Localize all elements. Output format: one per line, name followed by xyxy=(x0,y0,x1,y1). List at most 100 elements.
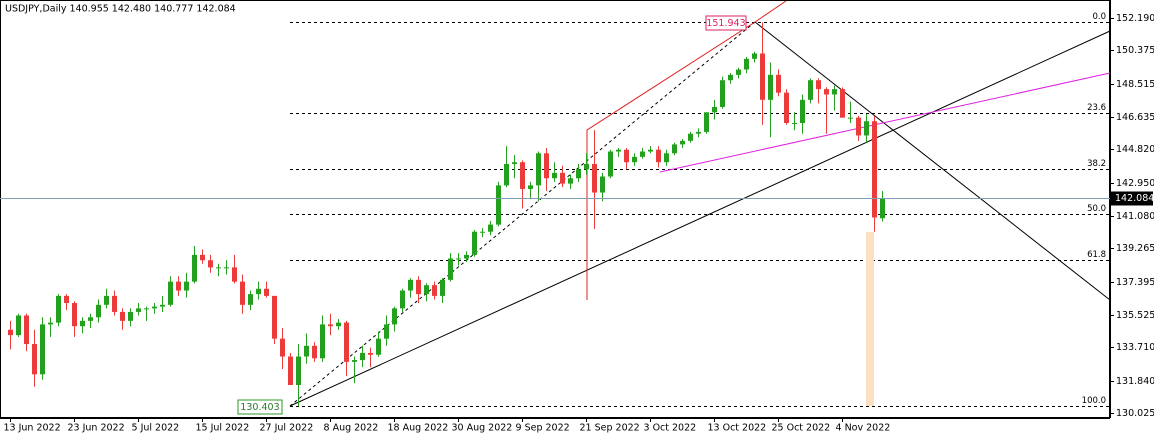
candle-body xyxy=(640,151,645,157)
y-tick-label: 150.375 xyxy=(1116,45,1154,56)
candle-body xyxy=(720,80,725,107)
candle-body xyxy=(880,198,885,219)
candle-body xyxy=(304,345,309,357)
y-tick-label: 146.635 xyxy=(1116,112,1154,123)
candle-body xyxy=(464,254,469,259)
candle-body xyxy=(792,122,797,124)
candle-body xyxy=(408,279,413,291)
x-tick-label: 18 Aug 2022 xyxy=(388,423,449,434)
candle-body xyxy=(128,311,133,321)
trendline xyxy=(289,30,1111,407)
candle-body xyxy=(824,89,829,95)
candle-body xyxy=(704,112,709,132)
candle-body xyxy=(104,295,109,305)
candle-body xyxy=(224,267,229,269)
candle-body xyxy=(656,149,661,163)
candle-body xyxy=(280,338,285,357)
y-tick-label: 144.820 xyxy=(1116,144,1154,155)
plot-frame xyxy=(0,0,1110,418)
x-tick-label: 15 Jul 2022 xyxy=(196,423,250,434)
candle-body xyxy=(544,153,549,179)
candle-body xyxy=(712,106,717,113)
highlight-bar xyxy=(866,232,874,406)
candle-body xyxy=(272,295,277,339)
candle-body xyxy=(512,162,517,164)
candle-body xyxy=(528,185,533,189)
x-tick-label: 27 Jul 2022 xyxy=(260,423,314,434)
trendline xyxy=(754,21,1111,301)
candle-body xyxy=(488,224,493,232)
y-tick-label: 130.025 xyxy=(1116,408,1154,419)
price-tag-label: 142.084 xyxy=(1115,193,1154,204)
candle-body xyxy=(216,267,221,269)
candle-body xyxy=(504,163,509,186)
candle-body xyxy=(352,360,357,362)
candle-body xyxy=(64,295,69,304)
candle-body xyxy=(864,121,869,136)
x-tick-label: 5 Jul 2022 xyxy=(132,423,180,434)
candle-body xyxy=(40,324,45,375)
candle-body xyxy=(784,92,789,123)
candle-body xyxy=(168,281,173,305)
trendline xyxy=(659,72,1111,173)
candle-body xyxy=(832,89,837,95)
candle-body xyxy=(24,315,29,345)
candle-body xyxy=(768,74,773,100)
candle-body xyxy=(96,304,101,318)
fib-levels: 0.0 23.6 38.2 50.0 61.8 100.0 xyxy=(290,12,1110,407)
candle-body xyxy=(48,322,53,325)
chart-title: USDJPY,Daily 140.955 142.480 140.777 142… xyxy=(5,4,236,15)
candle-body xyxy=(536,153,541,186)
candle-body xyxy=(848,117,853,119)
fib-label: 61.8 xyxy=(1087,250,1106,260)
candle-body xyxy=(232,267,237,282)
candle-body xyxy=(360,352,365,361)
candle-body xyxy=(672,144,677,154)
price-tag xyxy=(1111,191,1153,206)
x-tick-label: 4 Nov 2022 xyxy=(836,423,891,434)
candle-body xyxy=(624,149,629,163)
candle-body xyxy=(192,254,197,282)
fib-label: 38.2 xyxy=(1087,159,1106,169)
fib-label: 50.0 xyxy=(1087,204,1106,214)
candle-body xyxy=(592,163,597,193)
candle-body xyxy=(328,324,333,327)
candle-body xyxy=(368,352,373,355)
candle-body xyxy=(600,176,605,193)
candle-body xyxy=(80,320,85,327)
candle-body xyxy=(256,288,261,295)
fib-low-label: 130.403 xyxy=(240,402,279,413)
x-tick-label: 8 Aug 2022 xyxy=(324,423,379,434)
candle-body xyxy=(496,185,501,225)
candle-body xyxy=(400,290,405,309)
candle-body xyxy=(312,345,317,359)
candle-body xyxy=(696,131,701,134)
candle-body xyxy=(576,169,581,179)
candle-body xyxy=(840,89,845,118)
candle-body xyxy=(760,53,765,100)
x-tick-label: 13 Oct 2022 xyxy=(708,423,767,434)
fib-label: 0.0 xyxy=(1092,12,1106,22)
candle-body xyxy=(648,149,653,152)
candle-body xyxy=(440,279,445,296)
x-tick-label: 3 Oct 2022 xyxy=(644,423,697,434)
candle-body xyxy=(560,172,565,184)
candle-body xyxy=(800,99,805,123)
fib-label: 100.0 xyxy=(1082,396,1106,406)
candle-body xyxy=(160,304,165,307)
candle-body xyxy=(16,315,21,336)
candle-body xyxy=(520,162,525,189)
candle-body xyxy=(616,149,621,152)
candle-body xyxy=(664,153,669,163)
channel-line xyxy=(586,0,787,300)
y-tick-label: 133.710 xyxy=(1116,342,1154,353)
y-tick-label: 137.395 xyxy=(1116,277,1154,288)
candle-body xyxy=(32,344,37,375)
candle-body xyxy=(752,53,757,59)
candle-body xyxy=(56,295,61,323)
candle-body xyxy=(240,281,245,305)
fib-high-label: 151.943 xyxy=(706,18,745,29)
candle-body xyxy=(344,322,349,362)
candle-body xyxy=(200,254,205,261)
